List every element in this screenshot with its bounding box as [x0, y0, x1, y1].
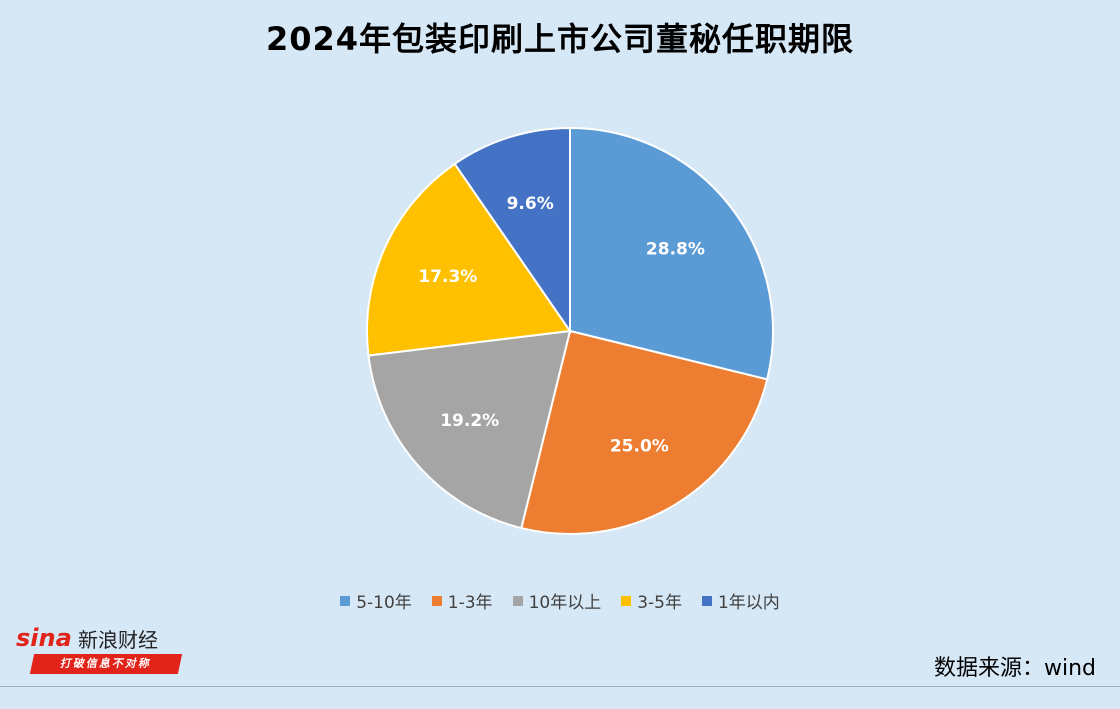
data-source: 数据来源：wind [933, 656, 1096, 681]
slice-label-2: 19.2% [440, 411, 499, 431]
legend-swatch-2 [512, 595, 523, 606]
legend-label-0: 5-10年 [356, 593, 412, 613]
slice-label-1: 25.0% [610, 437, 669, 457]
pie-slice-1 [520, 329, 769, 535]
legend-item-1: 1-3年 [431, 588, 493, 613]
legend-item-2: 10年以上 [512, 588, 602, 613]
legend-label-2: 10年以上 [528, 593, 602, 613]
legend: 5-10年 1-3年 10年以上 3-5年 1年以内 [0, 588, 1120, 613]
legend-label-1: 1-3年 [447, 593, 493, 613]
brand-slogan: 打破信息不对称 [29, 654, 183, 674]
legend-label-3: 3-5年 [637, 593, 682, 613]
pie-slice-0 [569, 126, 774, 381]
sina-eye-logo: sina [16, 624, 72, 652]
brand-watermark: sina 新浪财经 打破信息不对称 [16, 624, 186, 678]
legend-item-4: 1年以内 [701, 588, 780, 613]
legend-swatch-0 [340, 595, 351, 606]
legend-swatch-4 [701, 595, 712, 606]
legend-label-4: 1年以内 [717, 593, 780, 613]
legend-item-3: 3-5年 [621, 588, 682, 613]
pie-slice-3 [366, 162, 572, 357]
slice-label-0: 28.8% [646, 239, 705, 259]
slice-label-4: 9.6% [507, 194, 554, 214]
legend-swatch-1 [431, 595, 442, 606]
legend-swatch-3 [621, 595, 632, 606]
pie-slice-4 [453, 126, 571, 335]
slice-label-3: 17.3% [418, 267, 477, 287]
bottom-divider [0, 686, 1120, 687]
brand-name: 新浪财经 [78, 628, 158, 652]
pie-slice-2 [367, 329, 572, 530]
legend-item-0: 5-10年 [340, 588, 412, 613]
chart-title: 2024年包装印刷上市公司董秘任职期限 [265, 20, 855, 58]
